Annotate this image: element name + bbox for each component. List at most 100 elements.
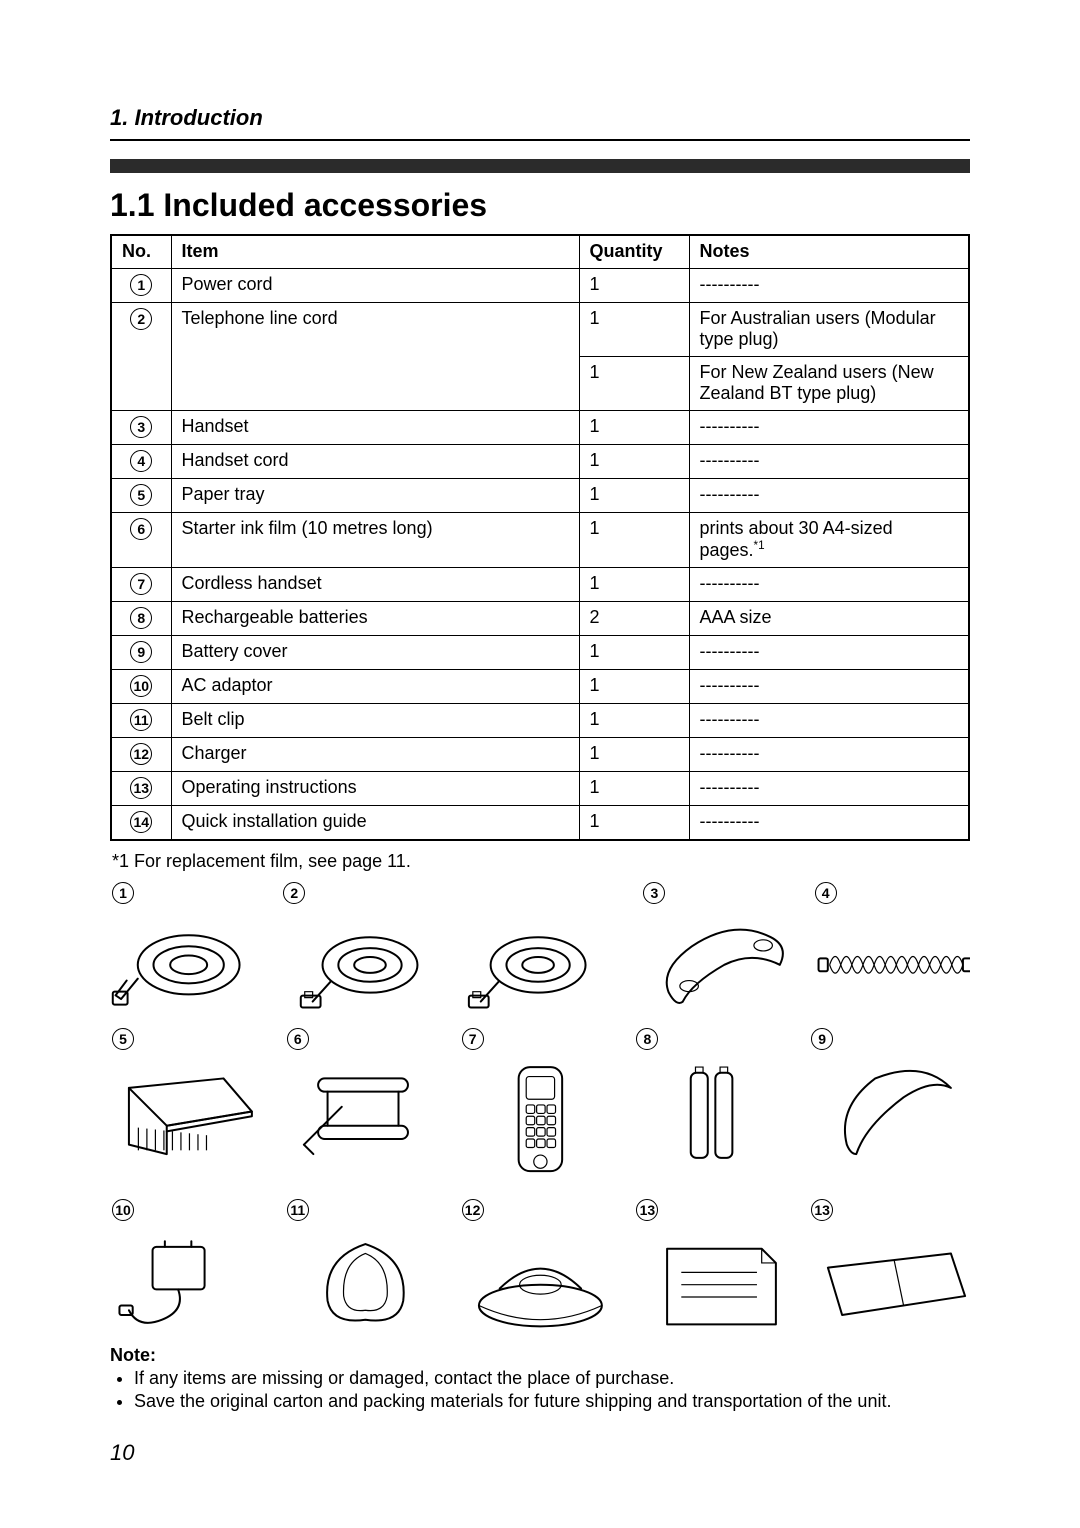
- table-row: 7 Cordless handset 1 ----------: [111, 568, 969, 602]
- circled-number-icon: 2: [130, 308, 152, 330]
- cell-no: 14: [111, 806, 171, 841]
- circled-number-icon: 13: [636, 1199, 658, 1221]
- table-row: 3 Handset 1 ----------: [111, 411, 969, 445]
- battery-cover-icon: [809, 1056, 970, 1191]
- illus-cell: 10: [110, 1197, 271, 1337]
- cell-item: Telephone line cord: [171, 303, 579, 411]
- page: 1. Introduction 1.1 Included accessories…: [0, 0, 1080, 1454]
- section-title: 1.1 Included accessories: [110, 187, 970, 224]
- illus-cell: 9: [809, 1026, 970, 1191]
- table-body: 1 Power cord 1 ---------- 2 Telephone li…: [111, 269, 969, 841]
- circled-number-icon: 3: [130, 416, 152, 438]
- cell-item: Operating instructions: [171, 772, 579, 806]
- circled-number-icon: 14: [130, 811, 152, 833]
- section-rule: [110, 159, 970, 173]
- cell-notes: ----------: [689, 411, 969, 445]
- illus-cell: 2: [281, 880, 627, 1020]
- belt-clip-icon: [285, 1227, 446, 1337]
- ink-film-icon: [285, 1056, 446, 1191]
- col-item: Item: [171, 235, 579, 269]
- cell-item: Handset cord: [171, 445, 579, 479]
- cell-no: 6: [111, 513, 171, 568]
- cell-qty: 1: [579, 269, 689, 303]
- cell-qty: 1: [579, 303, 689, 357]
- cell-notes: ----------: [689, 670, 969, 704]
- table-head: No. Item Quantity Notes: [111, 235, 969, 269]
- circled-number-icon: 11: [287, 1199, 309, 1221]
- circled-number-icon: 4: [815, 882, 837, 904]
- cell-notes: For Australian users (Modular type plug): [689, 303, 969, 357]
- illus-cell: 1: [110, 880, 267, 1020]
- circled-number-icon: 5: [112, 1028, 134, 1050]
- cell-qty: 1: [579, 568, 689, 602]
- phone-cords-icon: [281, 910, 627, 1020]
- cell-qty: 2: [579, 602, 689, 636]
- illus-cell: 12: [460, 1197, 621, 1337]
- cell-notes: ----------: [689, 806, 969, 841]
- circled-number-icon: 8: [636, 1028, 658, 1050]
- cell-no: 11: [111, 704, 171, 738]
- cell-no: 13: [111, 772, 171, 806]
- cell-qty: 1: [579, 479, 689, 513]
- cell-no: 2: [111, 303, 171, 411]
- ac-adaptor-icon: [110, 1227, 271, 1337]
- circled-number-icon: 6: [287, 1028, 309, 1050]
- table-row: 13 Operating instructions 1 ----------: [111, 772, 969, 806]
- cell-item: Charger: [171, 738, 579, 772]
- cell-qty: 1: [579, 411, 689, 445]
- circled-number-icon: 8: [130, 607, 152, 629]
- circled-number-icon: 13: [811, 1199, 833, 1221]
- cell-no: 1: [111, 269, 171, 303]
- table-row: 8 Rechargeable batteries 2 AAA size: [111, 602, 969, 636]
- cell-item: Starter ink film (10 metres long): [171, 513, 579, 568]
- cell-item: Rechargeable batteries: [171, 602, 579, 636]
- accessories-table: No. Item Quantity Notes 1 Power cord 1 -…: [110, 234, 970, 841]
- cell-item: AC adaptor: [171, 670, 579, 704]
- cell-no: 12: [111, 738, 171, 772]
- circled-number-icon: 1: [130, 274, 152, 296]
- table-row: 5 Paper tray 1 ----------: [111, 479, 969, 513]
- illus-row: 5 6 7 8: [110, 1026, 970, 1191]
- circled-number-icon: 3: [643, 882, 665, 904]
- note-block: Note: If any items are missing or damage…: [110, 1345, 970, 1412]
- table-row: 6 Starter ink film (10 metres long) 1 pr…: [111, 513, 969, 568]
- cell-notes: ----------: [689, 636, 969, 670]
- cell-qty: 1: [579, 445, 689, 479]
- cell-notes: ----------: [689, 445, 969, 479]
- cell-notes: For New Zealand users (New Zealand BT ty…: [689, 357, 969, 411]
- cell-qty: 1: [579, 670, 689, 704]
- illus-row: 10 11 12: [110, 1197, 970, 1337]
- table-row: 14 Quick installation guide 1 ----------: [111, 806, 969, 841]
- cell-qty: 1: [579, 738, 689, 772]
- illus-cell: 8: [634, 1026, 795, 1191]
- cell-item: Power cord: [171, 269, 579, 303]
- circled-number-icon: 12: [130, 743, 152, 765]
- cell-notes: ----------: [689, 704, 969, 738]
- table-row: 12 Charger 1 ----------: [111, 738, 969, 772]
- circled-number-icon: 11: [130, 709, 152, 731]
- table-row: 4 Handset cord 1 ----------: [111, 445, 969, 479]
- cell-qty: 1: [579, 772, 689, 806]
- cell-qty: 1: [579, 806, 689, 841]
- cell-no: 3: [111, 411, 171, 445]
- circled-number-icon: 6: [130, 518, 152, 540]
- cell-notes: ----------: [689, 479, 969, 513]
- table-row: 2 Telephone line cord 1 For Australian u…: [111, 303, 969, 357]
- note-heading: Note:: [110, 1345, 970, 1366]
- illus-cell: 13: [634, 1197, 795, 1337]
- cell-item: Handset: [171, 411, 579, 445]
- cell-item: Belt clip: [171, 704, 579, 738]
- illus-cell: 7: [460, 1026, 621, 1191]
- table-row: 11 Belt clip 1 ----------: [111, 704, 969, 738]
- illus-cell: 11: [285, 1197, 446, 1337]
- circled-number-icon: 13: [130, 777, 152, 799]
- cell-item: Battery cover: [171, 636, 579, 670]
- circled-number-icon: 7: [130, 573, 152, 595]
- cell-notes: ----------: [689, 738, 969, 772]
- table-row: 1 Power cord 1 ----------: [111, 269, 969, 303]
- cell-notes: ----------: [689, 772, 969, 806]
- circled-number-icon: 2: [283, 882, 305, 904]
- table-footnote: *1 For replacement film, see page 11.: [112, 851, 968, 872]
- col-qty: Quantity: [579, 235, 689, 269]
- cell-item: Paper tray: [171, 479, 579, 513]
